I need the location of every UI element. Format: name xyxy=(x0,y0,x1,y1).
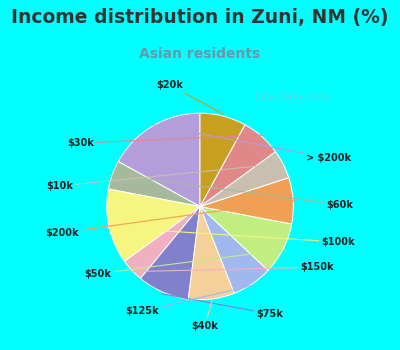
Wedge shape xyxy=(200,178,293,224)
Wedge shape xyxy=(107,189,200,261)
Text: $75k: $75k xyxy=(162,294,284,319)
Text: $125k: $125k xyxy=(125,285,254,316)
Text: $30k: $30k xyxy=(67,135,263,148)
Text: $60k: $60k xyxy=(110,174,354,210)
Wedge shape xyxy=(118,113,200,206)
Text: Income distribution in Zuni, NM (%): Income distribution in Zuni, NM (%) xyxy=(11,8,389,27)
Text: > $200k: > $200k xyxy=(152,125,351,163)
Text: $150k: $150k xyxy=(131,262,334,272)
Text: $50k: $50k xyxy=(84,250,285,279)
Text: $200k: $200k xyxy=(45,201,295,238)
Wedge shape xyxy=(124,206,200,278)
Wedge shape xyxy=(200,113,245,206)
Text: $20k: $20k xyxy=(157,80,224,114)
Text: $10k: $10k xyxy=(46,163,285,191)
Wedge shape xyxy=(140,206,200,299)
Text: Asian residents: Asian residents xyxy=(139,47,261,61)
Wedge shape xyxy=(200,206,268,293)
Wedge shape xyxy=(108,162,200,206)
Wedge shape xyxy=(200,152,289,206)
Wedge shape xyxy=(200,125,276,206)
Text: $40k: $40k xyxy=(191,301,218,331)
Wedge shape xyxy=(188,206,234,300)
Wedge shape xyxy=(200,206,292,271)
Text: $100k: $100k xyxy=(107,227,355,247)
Text: City-Data.com: City-Data.com xyxy=(255,92,329,103)
